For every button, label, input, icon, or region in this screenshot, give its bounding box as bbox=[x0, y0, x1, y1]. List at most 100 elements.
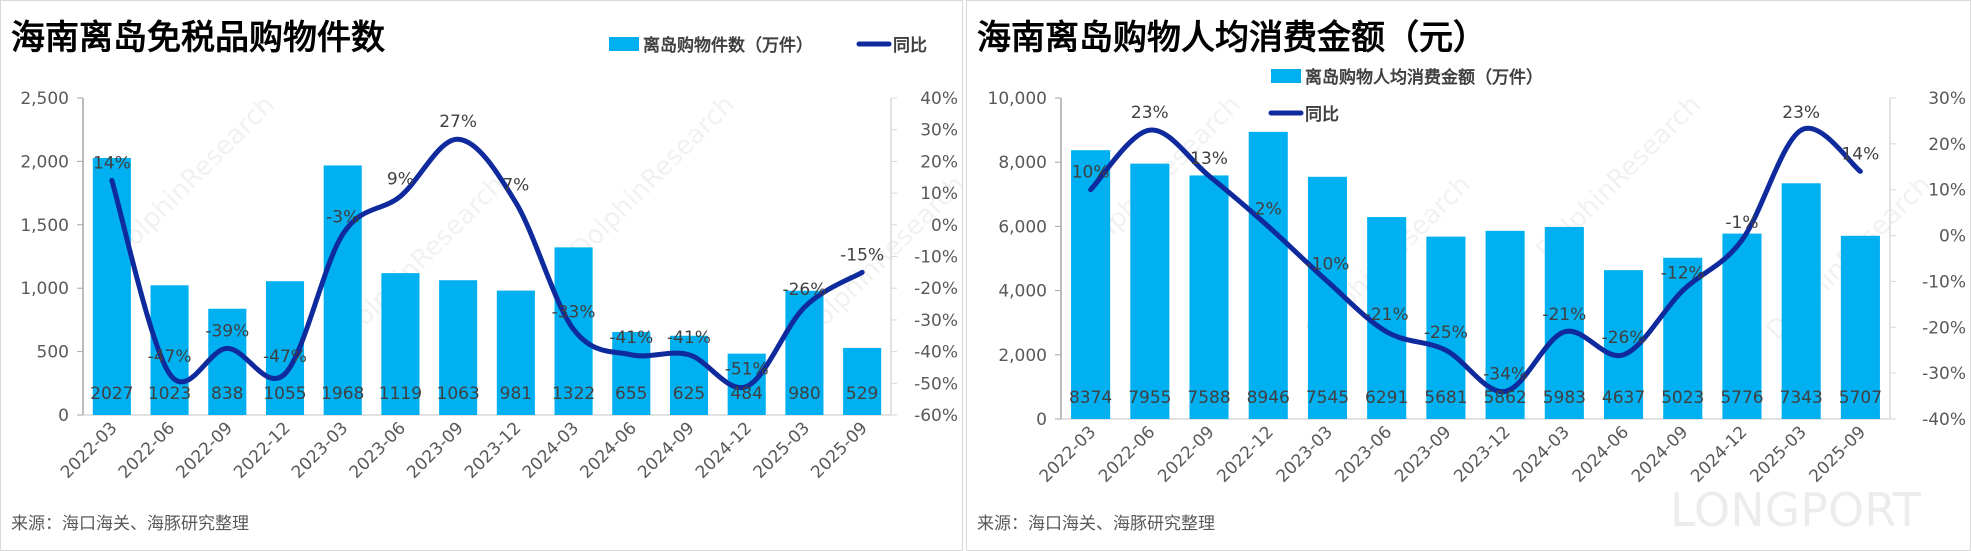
right-axis-tick-label: -40% bbox=[914, 343, 958, 363]
x-axis-tick-label: 2023-03 bbox=[1273, 422, 1337, 486]
yoy-value-label: 14% bbox=[1841, 144, 1879, 164]
bar bbox=[1189, 175, 1229, 419]
bar bbox=[1426, 236, 1466, 419]
yoy-value-label: -15% bbox=[840, 245, 884, 265]
yoy-value-label: -41% bbox=[609, 328, 653, 348]
yoy-value-label: 14% bbox=[93, 153, 131, 173]
x-axis-tick-label: 2024-03 bbox=[519, 418, 583, 482]
yoy-value-label: -51% bbox=[725, 359, 769, 379]
yoy-value-label: 13% bbox=[1190, 149, 1228, 169]
right-axis-tick-label: 10% bbox=[920, 184, 958, 204]
left-axis-tick-label: 2,000 bbox=[20, 152, 69, 172]
bar-value-label: 4637 bbox=[1602, 388, 1645, 408]
left-axis-tick-label: 2,000 bbox=[998, 346, 1047, 366]
x-axis-tick-label: 2024-09 bbox=[1628, 422, 1692, 486]
x-axis-tick-label: 2024-09 bbox=[634, 418, 698, 482]
watermark: DolphinResearch bbox=[105, 90, 281, 266]
bar bbox=[1248, 131, 1288, 419]
bar bbox=[323, 165, 362, 415]
yoy-value-label: -12% bbox=[1661, 264, 1705, 284]
bar-value-label: 5023 bbox=[1661, 388, 1704, 408]
right-axis-tick-label: -10% bbox=[914, 248, 958, 268]
yoy-value-label: -21% bbox=[1365, 305, 1409, 325]
chart-title: 海南离岛免税品购物件数 bbox=[11, 18, 385, 58]
left-axis-tick-label: 500 bbox=[37, 343, 69, 363]
left-axis-tick-label: 1,500 bbox=[20, 216, 69, 236]
x-axis-tick-label: 2023-09 bbox=[403, 418, 467, 482]
chart-per-capita-spending: DolphinResearchDolphinResearchDolphinRes… bbox=[977, 18, 1966, 537]
right-axis-tick-label: 0% bbox=[1939, 227, 1966, 247]
right-axis-tick-label: -30% bbox=[1922, 364, 1966, 384]
yoy-value-label: -25% bbox=[1424, 323, 1468, 343]
source-note: 来源：海口海关、海豚研究整理 bbox=[11, 514, 249, 534]
legend-bar-label: 离岛购物件数（万件） bbox=[643, 35, 813, 56]
bar bbox=[1307, 176, 1348, 419]
yoy-value-label: 2% bbox=[1255, 199, 1282, 219]
x-axis-tick-label: 2024-12 bbox=[1687, 422, 1751, 486]
bar bbox=[1840, 235, 1880, 419]
bar-value-label: 1055 bbox=[263, 384, 306, 404]
bar-value-label: 6291 bbox=[1365, 388, 1408, 408]
bar-value-label: 8374 bbox=[1069, 388, 1112, 408]
bar-value-label: 529 bbox=[846, 384, 878, 404]
x-axis-tick-label: 2023-12 bbox=[1450, 422, 1514, 486]
right-axis-tick-label: -60% bbox=[914, 406, 958, 426]
bar-value-label: 980 bbox=[788, 384, 820, 404]
watermark: DolphinResearch bbox=[565, 90, 741, 266]
right-axis-tick-label: 20% bbox=[920, 152, 958, 172]
legend-bar-swatch bbox=[1271, 69, 1301, 83]
bar-value-label: 7343 bbox=[1780, 388, 1823, 408]
yoy-value-label: -39% bbox=[205, 321, 249, 341]
right-axis-tick-label: 40% bbox=[920, 89, 958, 109]
bar-value-label: 7955 bbox=[1128, 388, 1171, 408]
yoy-value-label: -10% bbox=[1306, 254, 1350, 274]
bar bbox=[1367, 217, 1407, 419]
yoy-value-label: 10% bbox=[1072, 163, 1110, 183]
right-axis-tick-label: 30% bbox=[920, 121, 958, 141]
x-axis-tick-label: 2025-03 bbox=[1746, 422, 1810, 486]
yoy-line bbox=[109, 136, 865, 391]
bar-value-label: 5707 bbox=[1839, 388, 1882, 408]
legend-bar-swatch bbox=[609, 37, 639, 51]
right-axis-tick-label: -20% bbox=[914, 279, 958, 299]
bar bbox=[92, 157, 131, 416]
yoy-value-label: 27% bbox=[439, 112, 477, 132]
x-axis-tick-label: 2022-09 bbox=[1154, 422, 1218, 486]
x-axis-tick-label: 2022-12 bbox=[230, 418, 294, 482]
bar bbox=[1071, 150, 1111, 420]
x-axis-tick-label: 2022-06 bbox=[115, 418, 179, 482]
chart-panel-shopping-items: DolphinResearch DolphinResearch DolphinRes… bbox=[0, 0, 963, 551]
left-axis-tick-label: 0 bbox=[1036, 410, 1047, 430]
x-axis-tick-label: 2024-06 bbox=[1569, 422, 1633, 486]
x-axis-tick-label: 2022-12 bbox=[1213, 422, 1277, 486]
bar-value-label: 5862 bbox=[1483, 388, 1526, 408]
bar bbox=[1663, 257, 1703, 419]
bar-value-label: 7588 bbox=[1187, 388, 1230, 408]
bar-value-label: 1023 bbox=[148, 384, 191, 404]
x-axis-tick-label: 2023-12 bbox=[461, 418, 525, 482]
yoy-value-label: 23% bbox=[1131, 103, 1169, 123]
x-axis-tick-label: 2024-03 bbox=[1509, 422, 1573, 486]
bar bbox=[785, 290, 824, 415]
left-axis-tick-label: 2,500 bbox=[20, 89, 69, 109]
bar bbox=[669, 335, 709, 415]
yoy-line bbox=[1088, 125, 1863, 394]
bar-value-label: 5776 bbox=[1720, 388, 1763, 408]
left-axis-tick-label: 6,000 bbox=[998, 217, 1047, 237]
bar bbox=[1130, 163, 1170, 419]
bar-value-label: 1322 bbox=[552, 384, 595, 404]
bar bbox=[843, 347, 882, 415]
left-axis-tick-label: 0 bbox=[58, 406, 69, 426]
x-axis-tick-label: 2022-03 bbox=[1036, 422, 1100, 486]
bar-value-label: 981 bbox=[500, 384, 532, 404]
bar-value-label: 484 bbox=[730, 384, 762, 404]
x-axis-tick-label: 2022-03 bbox=[57, 418, 121, 482]
right-axis-tick-label: -30% bbox=[914, 311, 958, 331]
yoy-value-label: -26% bbox=[782, 280, 826, 300]
right-axis-tick-label: 30% bbox=[1928, 89, 1966, 109]
yoy-value-label: 9% bbox=[387, 169, 414, 189]
bar-value-label: 8946 bbox=[1247, 388, 1290, 408]
yoy-value-label: 23% bbox=[1782, 103, 1820, 123]
yoy-value-label: -33% bbox=[552, 302, 596, 322]
bar bbox=[1544, 226, 1584, 419]
